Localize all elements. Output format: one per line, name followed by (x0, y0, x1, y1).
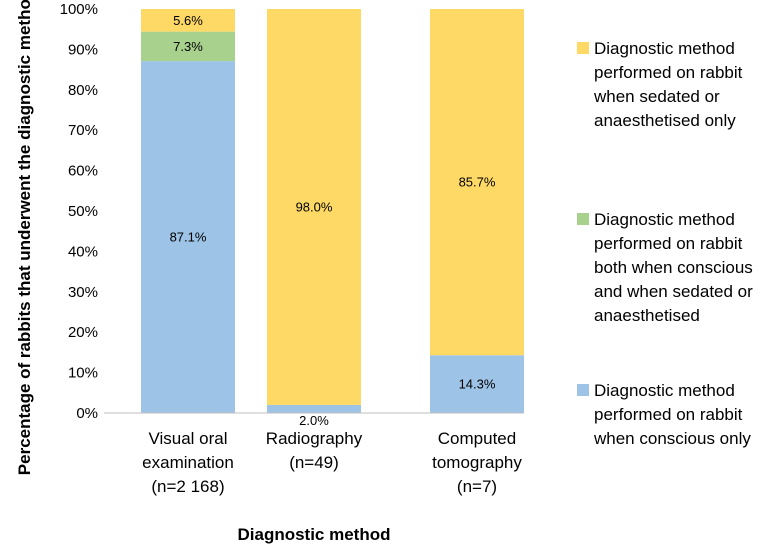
data-label: 85.7% (459, 175, 496, 190)
x-axis-title: Diagnostic method (237, 525, 390, 544)
legend-label: Diagnostic method (594, 210, 735, 229)
x-category-label: examination (142, 453, 234, 472)
y-tick-label: 80% (68, 82, 98, 99)
x-category-label: (n=49) (289, 453, 339, 472)
bar-segment (267, 9, 361, 405)
bar-segment (267, 404, 361, 413)
y-tick-label: 10% (68, 365, 98, 382)
legend-swatch (577, 384, 589, 396)
legend-label: both when conscious (594, 258, 753, 277)
y-axis-ticks: 0% 10% 20% 30% 40% 50% 60% 70% 80% 90% 100% (60, 1, 98, 422)
data-labels: 87.1% 7.3% 5.6% 2.0% 98.0% 14.3% 85.7% (170, 13, 496, 428)
legend-label: performed on rabbit (594, 234, 743, 253)
y-tick-label: 50% (68, 203, 98, 220)
y-tick-label: 30% (68, 284, 98, 301)
x-axis-categories: Visual oral examination (n=2 168) Radiograp… (142, 429, 522, 496)
legend-label: when conscious only (593, 429, 751, 448)
legend-label: anaesthetised (594, 306, 700, 325)
y-tick-label: 90% (68, 41, 98, 58)
y-tick-label: 60% (68, 163, 98, 180)
legend-swatch (577, 42, 589, 54)
y-tick-label: 100% (60, 1, 98, 18)
bars-layer (141, 9, 524, 414)
bar-segment (141, 61, 235, 414)
y-tick-label: 0% (76, 405, 98, 422)
legend-label: and when sedated or (594, 282, 753, 301)
legend-swatch (577, 213, 589, 225)
x-category-label: Computed (438, 429, 516, 448)
x-category-label: tomography (432, 453, 522, 472)
legend-label: when sedated or (593, 87, 720, 106)
y-tick-label: 20% (68, 324, 98, 341)
data-label: 98.0% (296, 199, 333, 214)
data-label: 87.1% (170, 230, 207, 245)
x-category-label: (n=2 168) (151, 477, 224, 496)
bar-segment (430, 355, 524, 413)
x-category-label: Visual oral (148, 429, 227, 448)
y-tick-label: 40% (68, 243, 98, 260)
data-label: 5.6% (173, 13, 203, 28)
bar-segment (141, 9, 235, 32)
legend-label: anaesthetised only (594, 111, 736, 130)
legend-label: performed on rabbit (594, 63, 743, 82)
y-tick-label: 70% (68, 122, 98, 139)
data-label: 2.0% (299, 413, 329, 428)
bar-segment (430, 9, 524, 356)
x-category-label: Radiography (266, 429, 363, 448)
data-label: 14.3% (459, 377, 496, 392)
bar-segment (141, 31, 235, 62)
legend-label: Diagnostic method (594, 381, 735, 400)
legend: Diagnostic method performed on rabbit when… (577, 39, 753, 448)
y-axis-title: Percentage of rabbits that underwent the… (15, 0, 34, 475)
legend-label: performed on rabbit (594, 405, 743, 424)
data-label: 7.3% (173, 39, 203, 54)
legend-label: Diagnostic method (594, 39, 735, 58)
x-category-label: (n=7) (457, 477, 497, 496)
